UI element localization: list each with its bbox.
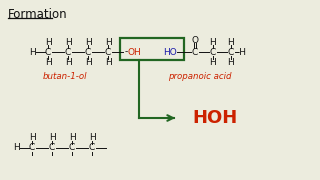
- Text: H: H: [12, 143, 20, 152]
- Bar: [120, 38, 184, 60]
- Text: HO: HO: [163, 48, 177, 57]
- Text: H: H: [210, 57, 216, 66]
- Text: H: H: [89, 134, 95, 143]
- Text: C: C: [45, 48, 51, 57]
- Text: C: C: [85, 48, 91, 57]
- Text: C: C: [29, 143, 35, 152]
- Text: H: H: [28, 48, 36, 57]
- Text: C: C: [65, 48, 71, 57]
- Text: Formation: Formation: [8, 8, 68, 21]
- Text: H: H: [65, 37, 71, 46]
- Text: C: C: [192, 48, 198, 57]
- Text: H: H: [105, 37, 111, 46]
- Text: C: C: [49, 143, 55, 152]
- Text: H: H: [84, 57, 92, 66]
- Text: H: H: [105, 57, 111, 66]
- Text: H: H: [49, 134, 55, 143]
- Text: propanoic acid: propanoic acid: [168, 72, 231, 81]
- Text: H: H: [228, 57, 234, 66]
- Text: H: H: [65, 57, 71, 66]
- Text: C: C: [105, 48, 111, 57]
- Text: C: C: [210, 48, 216, 57]
- Text: H: H: [44, 37, 52, 46]
- Text: O: O: [191, 35, 198, 44]
- Text: OH: OH: [127, 48, 141, 57]
- Text: H: H: [28, 134, 36, 143]
- Text: C: C: [89, 143, 95, 152]
- Text: -H: -H: [237, 48, 247, 57]
- Text: C: C: [69, 143, 75, 152]
- Text: C: C: [228, 48, 234, 57]
- Text: H: H: [228, 37, 234, 46]
- Text: HOH: HOH: [192, 109, 237, 127]
- Text: -: -: [124, 48, 128, 57]
- Text: H: H: [44, 57, 52, 66]
- Text: H: H: [84, 37, 92, 46]
- Text: H: H: [68, 134, 76, 143]
- Text: butan-1-ol: butan-1-ol: [43, 72, 87, 81]
- Text: H: H: [210, 37, 216, 46]
